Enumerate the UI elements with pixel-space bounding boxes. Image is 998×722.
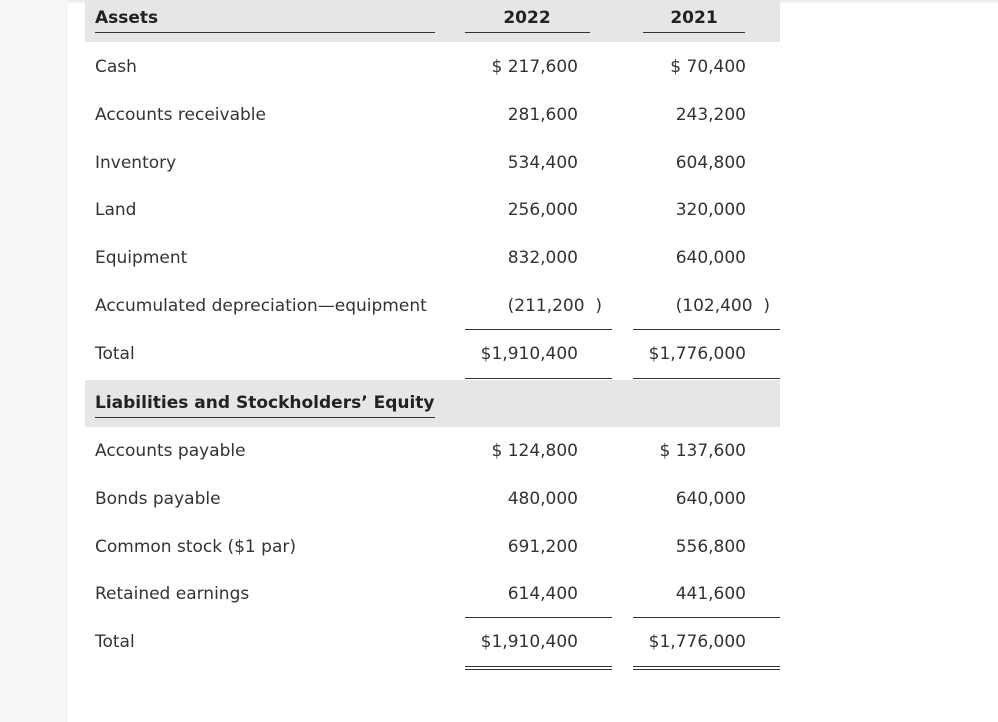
amount: $ 137,600 bbox=[659, 441, 746, 461]
subtotal-rule bbox=[465, 329, 612, 330]
year-header: 2022 bbox=[503, 8, 551, 28]
header-underline bbox=[643, 32, 745, 33]
header-underline bbox=[95, 416, 435, 418]
row-label: Accounts payable bbox=[95, 441, 246, 461]
amount: 640,000 bbox=[675, 248, 746, 269]
row-label: Accounts receivable bbox=[95, 104, 266, 125]
section-header: Assets bbox=[95, 8, 159, 28]
row-label: Cash bbox=[95, 57, 137, 77]
header-band bbox=[85, 0, 780, 42]
row-label: Total bbox=[95, 632, 135, 653]
row-label: Retained earnings bbox=[95, 584, 250, 605]
year-header: 2021 bbox=[670, 8, 718, 28]
side-strip bbox=[0, 0, 68, 722]
amount: 534,400 bbox=[507, 152, 578, 173]
amount: 480,000 bbox=[507, 488, 578, 509]
subtotal-rule bbox=[633, 329, 780, 330]
amount: $1,776,000 bbox=[648, 632, 746, 653]
amount: 243,200 bbox=[675, 104, 746, 125]
amount: $ 124,800 bbox=[491, 441, 578, 461]
subtotal-rule bbox=[465, 617, 612, 619]
amount: 281,600 bbox=[507, 104, 578, 125]
row-label: Equipment bbox=[95, 248, 188, 269]
amount: 556,800 bbox=[675, 536, 746, 557]
amount: 691,200 bbox=[507, 536, 578, 557]
amount: $ 217,600 bbox=[491, 57, 578, 77]
amount: (102,400 ) bbox=[675, 296, 770, 316]
row-label: Accumulated depreciation—equipment bbox=[95, 296, 427, 316]
header-underline bbox=[465, 32, 590, 33]
header-band bbox=[85, 380, 780, 427]
amount: 640,000 bbox=[675, 488, 746, 509]
amount: $1,776,000 bbox=[648, 343, 746, 364]
amount: 256,000 bbox=[507, 200, 578, 221]
amount: 604,800 bbox=[675, 152, 746, 173]
amount: 320,000 bbox=[675, 200, 746, 221]
amount: 441,600 bbox=[675, 584, 746, 605]
total-rule bbox=[633, 666, 780, 671]
total-rule bbox=[465, 666, 612, 671]
amount: $1,910,400 bbox=[480, 632, 578, 653]
amount: 832,000 bbox=[507, 248, 578, 269]
row-label: Land bbox=[95, 200, 137, 221]
row-label: Bonds payable bbox=[95, 488, 221, 509]
amount: 614,400 bbox=[507, 584, 578, 605]
row-label: Inventory bbox=[95, 152, 177, 173]
header-underline bbox=[95, 32, 435, 33]
subtotal-rule bbox=[633, 617, 780, 619]
amount: (211,200 ) bbox=[507, 296, 602, 316]
amount: $ 70,400 bbox=[670, 57, 746, 77]
row-label: Common stock ($1 par) bbox=[95, 536, 296, 557]
section-header: Liabilities and Stockholders’ Equity bbox=[95, 392, 435, 413]
amount: $1,910,400 bbox=[480, 343, 578, 364]
row-label: Total bbox=[95, 343, 135, 364]
